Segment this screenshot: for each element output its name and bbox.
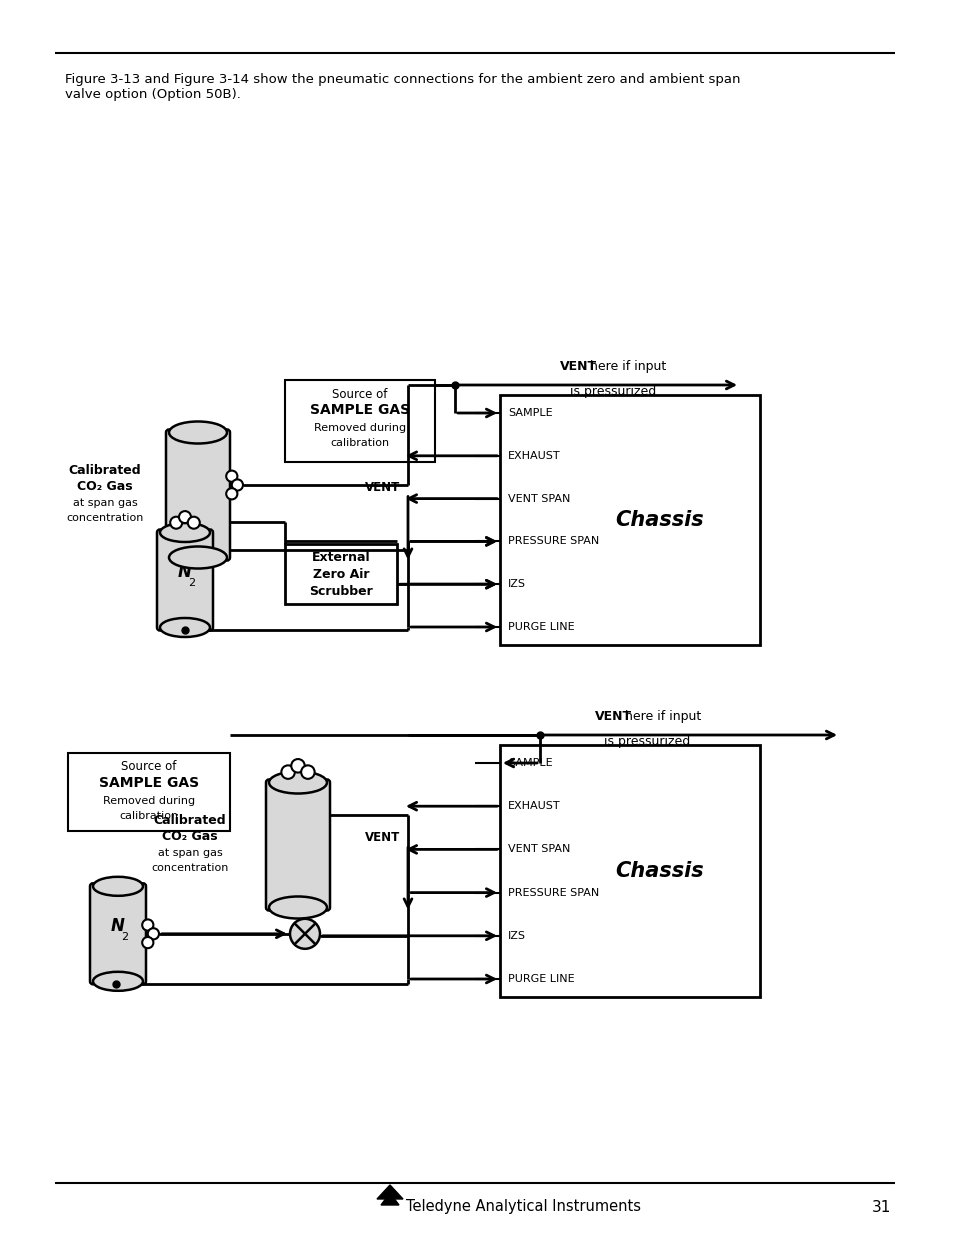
Ellipse shape xyxy=(160,522,210,542)
Circle shape xyxy=(142,937,153,948)
Circle shape xyxy=(188,516,199,529)
Text: N: N xyxy=(178,563,192,580)
Circle shape xyxy=(226,488,237,499)
Circle shape xyxy=(291,760,304,773)
Text: PRESSURE SPAN: PRESSURE SPAN xyxy=(507,536,598,546)
FancyBboxPatch shape xyxy=(166,430,230,561)
Text: Source of: Source of xyxy=(121,761,176,773)
Polygon shape xyxy=(380,1193,398,1205)
Text: 2: 2 xyxy=(121,931,129,942)
Text: calibration: calibration xyxy=(119,811,178,821)
Text: N: N xyxy=(111,916,125,935)
Ellipse shape xyxy=(160,618,210,637)
Text: PURGE LINE: PURGE LINE xyxy=(507,974,574,984)
Text: Calibrated: Calibrated xyxy=(153,814,226,826)
Text: 2: 2 xyxy=(189,578,195,588)
FancyBboxPatch shape xyxy=(90,883,146,984)
Text: Figure 3-13 and Figure 3-14 show the pneumatic connections for the ambient zero : Figure 3-13 and Figure 3-14 show the pne… xyxy=(65,73,740,101)
Text: SAMPLE GAS: SAMPLE GAS xyxy=(99,776,199,790)
Text: SAMPLE GAS: SAMPLE GAS xyxy=(310,403,410,417)
Circle shape xyxy=(290,919,319,948)
Text: PRESSURE SPAN: PRESSURE SPAN xyxy=(507,888,598,898)
Text: CO₂ Gas: CO₂ Gas xyxy=(77,479,132,493)
Text: VENT: VENT xyxy=(364,480,399,494)
Text: CO₂ Gas: CO₂ Gas xyxy=(162,830,217,842)
Circle shape xyxy=(179,511,191,524)
Text: 31: 31 xyxy=(871,1199,891,1214)
Bar xyxy=(285,380,435,462)
Text: External: External xyxy=(312,551,370,564)
Text: PURGE LINE: PURGE LINE xyxy=(507,622,574,632)
Text: Chassis: Chassis xyxy=(615,510,703,530)
Text: is pressurized: is pressurized xyxy=(603,735,690,748)
Text: concentration: concentration xyxy=(152,863,229,873)
Text: Removed during: Removed during xyxy=(103,797,194,806)
Text: IZS: IZS xyxy=(507,931,525,941)
Text: SAMPLE: SAMPLE xyxy=(507,408,552,417)
Text: Chassis: Chassis xyxy=(615,861,703,881)
FancyBboxPatch shape xyxy=(157,530,213,631)
Ellipse shape xyxy=(169,421,227,443)
Text: VENT: VENT xyxy=(595,710,632,722)
Text: Teledyne Analytical Instruments: Teledyne Analytical Instruments xyxy=(406,1199,640,1214)
Text: at span gas: at span gas xyxy=(157,848,222,858)
Text: here if input: here if input xyxy=(620,710,700,722)
Ellipse shape xyxy=(92,972,143,990)
Polygon shape xyxy=(376,1186,402,1199)
Circle shape xyxy=(170,516,182,529)
Ellipse shape xyxy=(92,877,143,895)
Text: VENT SPAN: VENT SPAN xyxy=(507,845,570,855)
Text: is pressurized: is pressurized xyxy=(569,385,656,398)
Text: calibration: calibration xyxy=(330,438,389,448)
Text: VENT: VENT xyxy=(364,831,399,845)
Text: here if input: here if input xyxy=(585,359,665,373)
Circle shape xyxy=(226,471,237,482)
Text: IZS: IZS xyxy=(507,579,525,589)
Text: concentration: concentration xyxy=(67,513,144,522)
FancyBboxPatch shape xyxy=(266,779,330,910)
Circle shape xyxy=(281,766,294,779)
Ellipse shape xyxy=(269,897,327,919)
Text: Scrubber: Scrubber xyxy=(309,585,373,598)
Bar xyxy=(499,395,760,645)
Text: EXHAUST: EXHAUST xyxy=(507,451,560,461)
Circle shape xyxy=(142,919,153,931)
Text: EXHAUST: EXHAUST xyxy=(507,802,560,811)
Text: Removed during: Removed during xyxy=(314,424,406,433)
Text: VENT: VENT xyxy=(559,359,597,373)
Bar xyxy=(285,545,396,604)
Text: VENT SPAN: VENT SPAN xyxy=(507,494,570,504)
Circle shape xyxy=(232,479,243,490)
Text: at span gas: at span gas xyxy=(72,498,137,508)
Ellipse shape xyxy=(269,772,327,794)
Text: Calibrated: Calibrated xyxy=(69,463,141,477)
Text: SAMPLE: SAMPLE xyxy=(507,758,552,768)
Bar xyxy=(499,745,760,997)
Circle shape xyxy=(148,929,159,940)
Bar xyxy=(68,753,230,831)
Circle shape xyxy=(301,766,314,779)
Text: Zero Air: Zero Air xyxy=(313,568,369,580)
Text: Source of: Source of xyxy=(332,388,387,400)
Ellipse shape xyxy=(169,546,227,568)
